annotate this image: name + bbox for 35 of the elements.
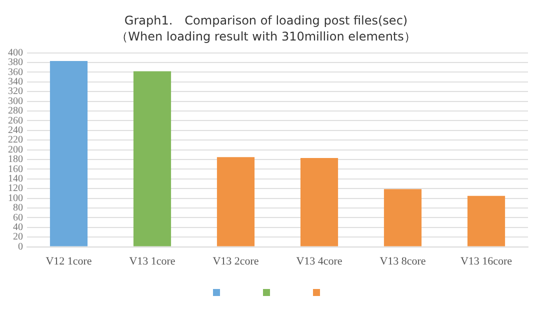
y-tick-label: 300 <box>8 96 23 107</box>
y-tick-label: 100 <box>8 192 23 204</box>
y-tick-label: 20 <box>13 232 23 243</box>
y-tick-label: 200 <box>8 144 23 156</box>
y-tick-label: 320 <box>8 86 23 98</box>
x-tick-label: V13 2core <box>212 255 259 268</box>
x-tick-label: V13 4core <box>296 255 342 268</box>
y-tick-label: 40 <box>13 222 23 234</box>
y-tick-label: 360 <box>8 66 23 78</box>
y-tick-label: 120 <box>8 183 23 194</box>
y-tick-label: 180 <box>8 154 23 166</box>
bar <box>300 158 338 246</box>
y-tick-label: 80 <box>13 202 23 214</box>
bar <box>384 189 422 246</box>
bar <box>216 157 255 246</box>
y-tick-label: 0 <box>18 241 23 252</box>
x-tick-label: V12 1core <box>46 255 92 268</box>
x-tick-label: V13 1core <box>129 255 176 268</box>
y-tick-label: 220 <box>8 134 23 146</box>
y-tick-label: 60 <box>13 212 23 224</box>
y-tick-label: 340 <box>8 76 23 88</box>
y-tick-label: 240 <box>8 125 23 136</box>
y-tick-label: 160 <box>8 164 23 175</box>
bar <box>133 71 172 246</box>
y-tick-label: 400 <box>8 47 23 58</box>
y-tick-label: 260 <box>8 115 23 126</box>
y-tick-label: 380 <box>8 57 23 68</box>
y-tick-label: 140 <box>8 174 23 185</box>
chart-title: Graph1. Comparison of loading post files(sec) <box>124 13 408 28</box>
y-tick-label: 280 <box>8 106 23 117</box>
x-tick-label: V13 8core <box>380 255 426 268</box>
chart-subtitle: （When loading result with 310million elements） <box>116 30 416 44</box>
x-tick-label: V13 16core <box>460 255 512 268</box>
bar <box>467 196 506 246</box>
bar <box>50 61 88 246</box>
